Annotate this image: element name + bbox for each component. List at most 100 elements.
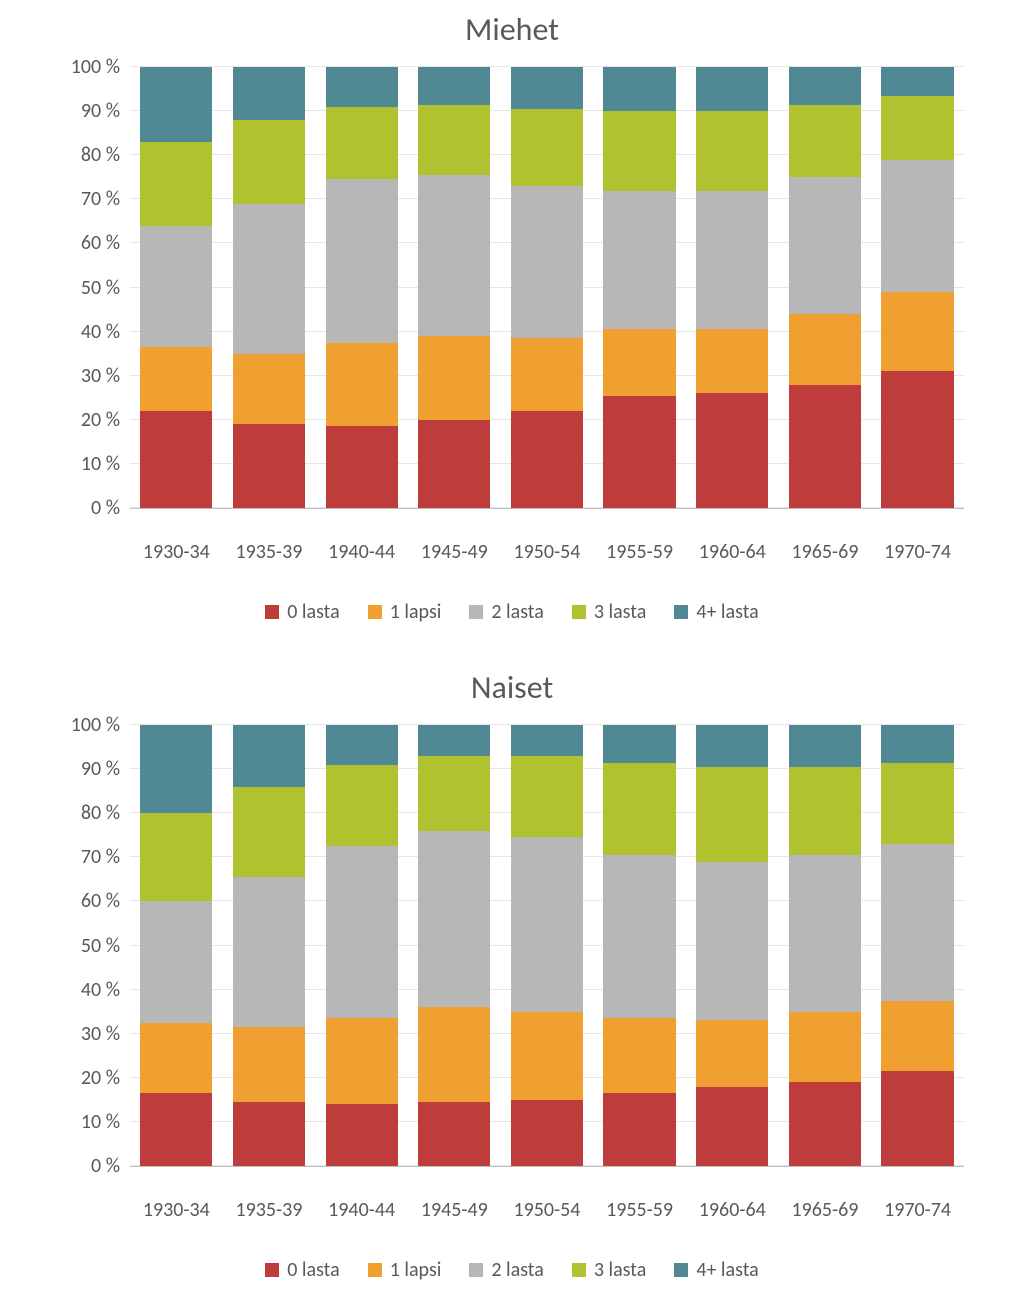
- legend-label: 2 lasta: [491, 600, 543, 624]
- x-tick-label: 1970-74: [871, 540, 964, 564]
- x-tick-label: 1955-59: [593, 1198, 686, 1222]
- bar-segment: [696, 725, 768, 767]
- bar-segment: [418, 1007, 490, 1102]
- bar: [696, 725, 768, 1166]
- legend-swatch: [572, 1263, 586, 1277]
- bar-segment: [603, 329, 675, 395]
- bar-segment: [326, 846, 398, 1018]
- bar-segment: [603, 855, 675, 1018]
- bar-segment: [789, 177, 861, 314]
- y-tick-label: 70 %: [81, 845, 130, 869]
- page: { "chart": { "type": "stacked-bar-percen…: [0, 0, 1024, 1314]
- x-axis-labels: 1930-341935-391940-441945-491950-541955-…: [40, 540, 984, 564]
- x-tick-label: 1960-64: [686, 540, 779, 564]
- legend-item: 2 lasta: [469, 1258, 543, 1282]
- bar-segment: [233, 204, 305, 354]
- bar-segment: [789, 1012, 861, 1083]
- bar: [140, 725, 212, 1166]
- x-tick-label: 1970-74: [871, 1198, 964, 1222]
- bar-segment: [140, 67, 212, 142]
- bar-segment: [511, 1012, 583, 1100]
- bar: [326, 725, 398, 1166]
- bar-segment: [603, 763, 675, 856]
- bar: [233, 725, 305, 1166]
- legend-swatch: [469, 1263, 483, 1277]
- x-tick-label: 1935-39: [223, 1198, 316, 1222]
- bar-segment: [140, 347, 212, 411]
- x-tick-label: 1940-44: [315, 1198, 408, 1222]
- legend-label: 2 lasta: [491, 1258, 543, 1282]
- bar-segment: [511, 756, 583, 838]
- y-tick-label: 80 %: [81, 801, 130, 825]
- legend: 0 lasta 1 lapsi 2 lasta 3 lasta 4+ lasta: [40, 1258, 984, 1282]
- bar: [233, 67, 305, 508]
- bar-segment: [418, 831, 490, 1007]
- legend-label: 0 lasta: [287, 1258, 339, 1282]
- bar-segment: [233, 1027, 305, 1102]
- bars-container: [130, 67, 964, 508]
- legend-item: 1 lapsi: [368, 600, 442, 624]
- legend-item: 2 lasta: [469, 600, 543, 624]
- bar-segment: [233, 120, 305, 204]
- bar-segment: [511, 67, 583, 109]
- bar-segment: [233, 877, 305, 1027]
- bar-segment: [511, 1100, 583, 1166]
- bar-segment: [140, 226, 212, 347]
- bar-segment: [511, 411, 583, 508]
- bar-segment: [881, 160, 953, 292]
- bar-segment: [696, 862, 768, 1021]
- y-tick-label: 100 %: [71, 55, 130, 79]
- bar-segment: [696, 191, 768, 330]
- y-tick-label: 50 %: [81, 276, 130, 300]
- bar: [603, 67, 675, 508]
- bar-segment: [418, 420, 490, 508]
- x-tick-label: 1930-34: [130, 540, 223, 564]
- bar-segment: [603, 725, 675, 762]
- x-tick-label: 1950-54: [501, 540, 594, 564]
- bar-segment: [881, 844, 953, 1001]
- legend-item: 4+ lasta: [674, 1258, 758, 1282]
- bar-segment: [603, 1093, 675, 1166]
- bar-segment: [603, 396, 675, 508]
- bar: [418, 67, 490, 508]
- legend: 0 lasta1 lapsi2 lasta3 lasta4+ lasta: [40, 600, 984, 624]
- bar-segment: [326, 343, 398, 427]
- x-tick-label: 1950-54: [501, 1198, 594, 1222]
- bar-segment: [881, 292, 953, 371]
- legend-label: 3 lasta: [594, 1258, 646, 1282]
- y-tick-label: 40 %: [81, 978, 130, 1002]
- legend-item: 0 lasta: [265, 600, 339, 624]
- legend-swatch: [572, 605, 586, 619]
- bar-segment: [603, 191, 675, 330]
- y-tick-label: 20 %: [81, 1066, 130, 1090]
- y-tick-label: 70 %: [81, 187, 130, 211]
- y-tick-label: 10 %: [81, 452, 130, 476]
- bar-segment: [696, 1020, 768, 1086]
- bar-segment: [696, 393, 768, 508]
- bar-segment: [789, 314, 861, 385]
- legend-label: 0 lasta: [287, 600, 339, 624]
- y-tick-label: 100 %: [71, 713, 130, 737]
- bar: [881, 67, 953, 508]
- bar-segment: [881, 725, 953, 762]
- bar-segment: [418, 756, 490, 831]
- bar-segment: [696, 767, 768, 862]
- legend-swatch: [368, 605, 382, 619]
- bar-segment: [881, 763, 953, 845]
- bar-segment: [326, 725, 398, 765]
- bar-segment: [140, 813, 212, 901]
- y-tick-label: 10 %: [81, 1110, 130, 1134]
- chart-title: Miehet: [40, 10, 984, 49]
- bar-segment: [511, 338, 583, 411]
- x-tick-label: 1945-49: [408, 540, 501, 564]
- bar-segment: [140, 411, 212, 508]
- chart-panel-miehet: Miehet 0 %10 %20 %30 %40 %50 %60 %70 %80…: [40, 10, 984, 650]
- bar: [789, 725, 861, 1166]
- bar-segment: [511, 109, 583, 186]
- bar-segment: [696, 329, 768, 393]
- bar-segment: [511, 837, 583, 1011]
- bar-segment: [511, 186, 583, 338]
- y-tick-label: 0 %: [91, 496, 130, 520]
- legend-label: 1 lapsi: [390, 1258, 442, 1282]
- bars-container: [130, 725, 964, 1166]
